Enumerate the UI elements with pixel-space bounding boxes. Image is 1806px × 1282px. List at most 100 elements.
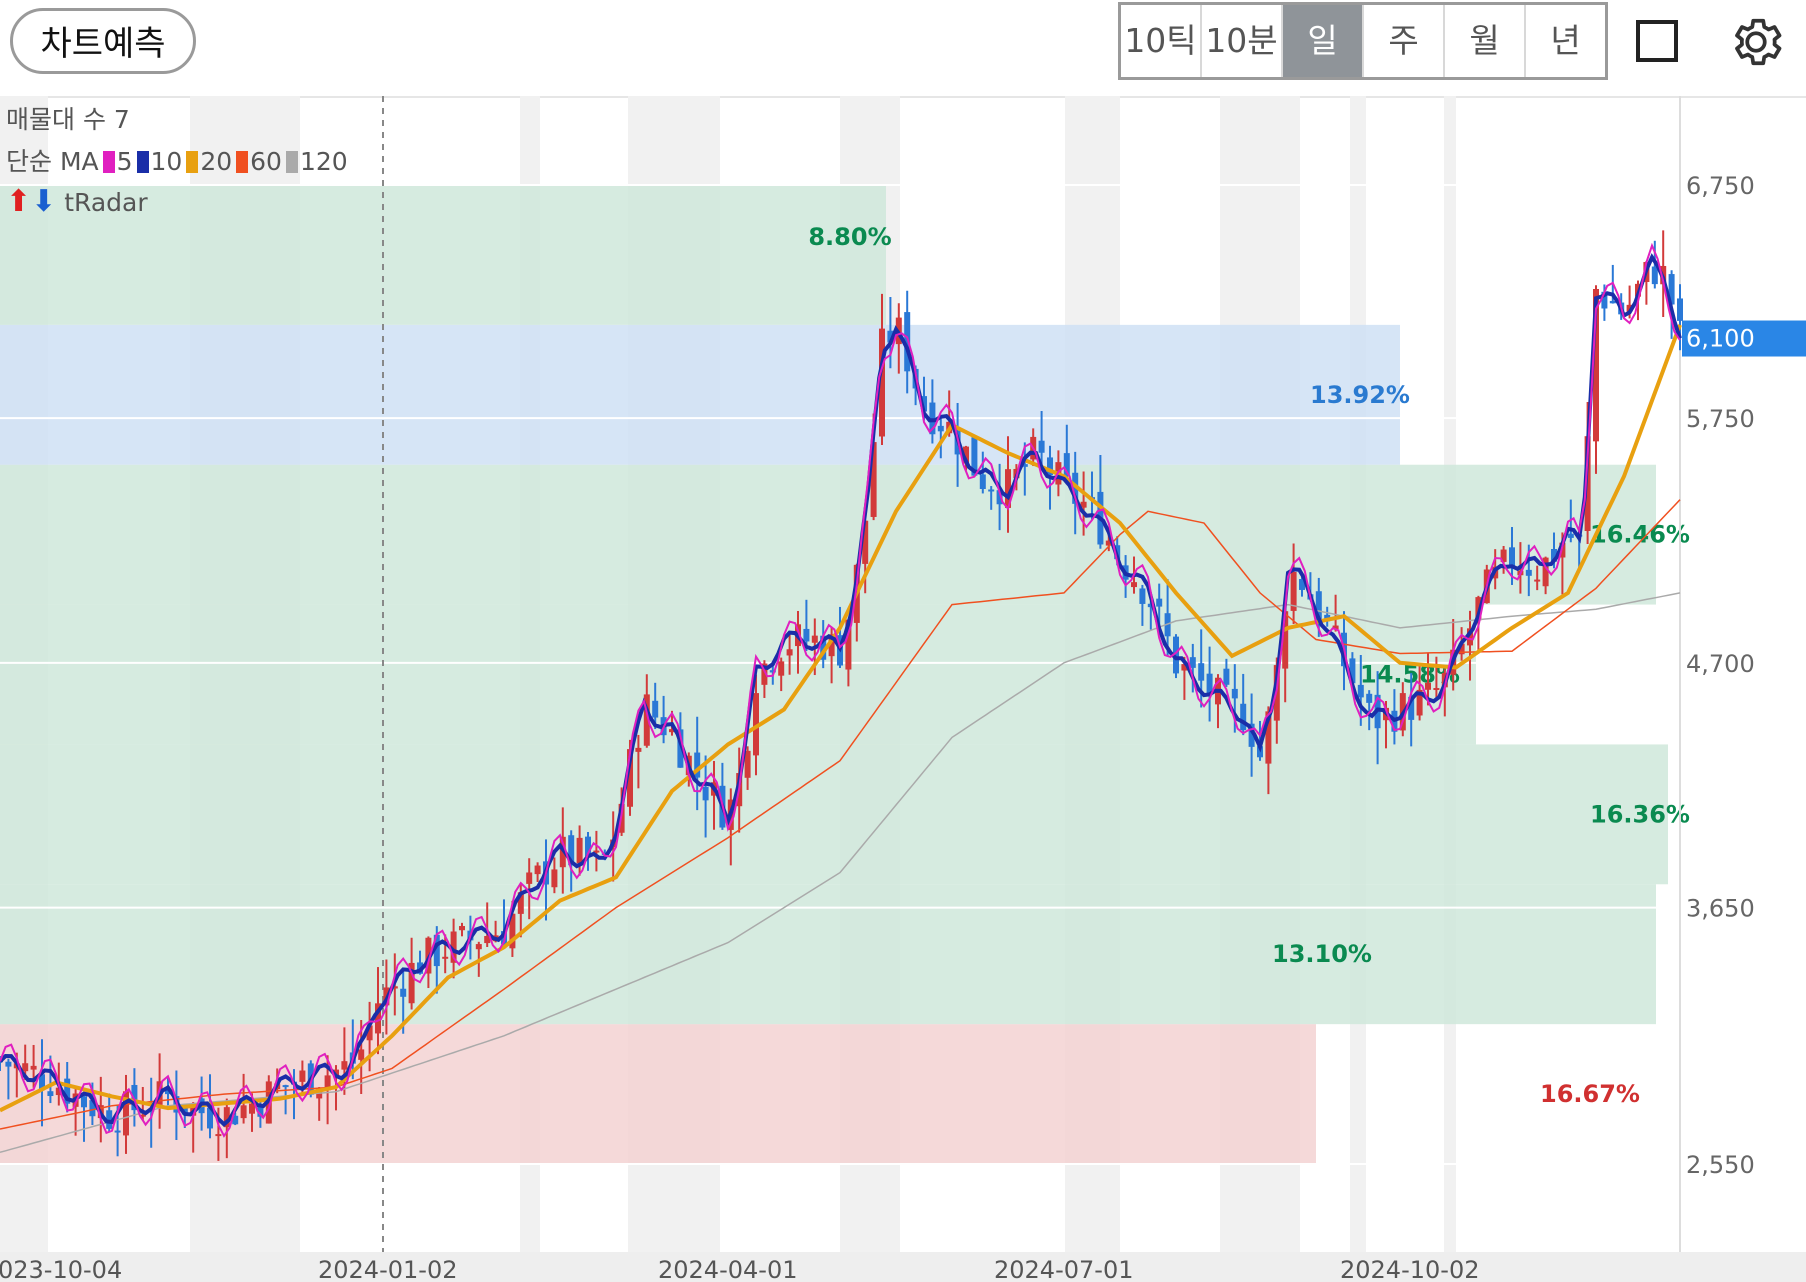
volume-band-1	[0, 884, 1656, 1025]
candle-body-33	[89, 1100, 96, 1117]
candle-body-486	[1357, 684, 1364, 698]
candle-body-81	[223, 1107, 230, 1128]
volume-profile-legend: 매물대 수 7	[6, 105, 130, 134]
ma60-swatch	[236, 151, 249, 173]
candle-body-522	[1458, 643, 1465, 655]
candle-body-117	[324, 1075, 331, 1091]
volume-band-label-6: 8.80%	[808, 223, 891, 251]
arrow-up-icon: ⬆	[6, 184, 32, 219]
candle-body-555	[1551, 549, 1557, 562]
candle-body-513	[1433, 688, 1440, 691]
candle-body-159	[442, 956, 449, 959]
candle-body-24	[64, 1078, 71, 1104]
candle-body-243	[677, 729, 684, 768]
candle-body-15	[39, 1074, 45, 1091]
y-tick-label-4: 6,750	[1686, 172, 1755, 200]
candle-body-432	[1206, 673, 1213, 696]
volume-band-label-5: 13.92%	[1310, 381, 1410, 409]
candle-body-174	[484, 936, 491, 944]
period-month[interactable]: 월	[1445, 5, 1526, 77]
candle-body-102	[282, 1085, 289, 1088]
candle-body-141	[391, 986, 398, 989]
candle-body-477	[1332, 625, 1339, 630]
candle-body-396	[1105, 540, 1112, 546]
candle-body-207	[576, 837, 583, 864]
candle-body-354	[988, 489, 995, 492]
chart-predict-button[interactable]: 차트예측	[10, 8, 196, 74]
candle-body-324	[904, 312, 911, 372]
candle-body-204	[568, 835, 575, 866]
candle-body-129	[358, 1049, 365, 1060]
candle-body-198	[551, 869, 558, 888]
candle-body-312	[870, 442, 877, 517]
candle-body-552	[1542, 557, 1549, 587]
candle-body-210	[585, 836, 591, 857]
candle-body-540	[1509, 547, 1515, 567]
candle-body-90	[249, 1103, 255, 1114]
period-10min[interactable]: 10분	[1202, 5, 1283, 77]
candle-body-318	[887, 330, 894, 343]
candle-body-186	[517, 892, 524, 914]
candle-body-489	[1366, 693, 1373, 703]
current-price-tag	[1682, 320, 1806, 357]
y-tick-label-1: 3,650	[1686, 895, 1755, 923]
candle-body-42	[114, 1130, 121, 1133]
candle-body-387	[1080, 501, 1087, 508]
candle-body-372	[1038, 440, 1045, 453]
ma5-line	[0, 242, 1681, 1138]
candle-body-459	[1282, 611, 1289, 669]
candle-body-267	[744, 750, 751, 778]
candle-body-51	[139, 1114, 146, 1117]
candle-body-45	[123, 1091, 129, 1136]
candle-body-582	[1626, 304, 1633, 312]
candle-body-93	[257, 1106, 264, 1117]
ma60-label: 60	[250, 147, 282, 176]
x-tick-label-0: 023-10-04	[0, 1256, 122, 1282]
candle-body-291	[811, 635, 818, 643]
candle-body-375	[1047, 457, 1053, 476]
candle-body-597	[1668, 274, 1675, 305]
candle-body-276	[769, 670, 776, 673]
candle-body-144	[400, 988, 407, 997]
candle-body-213	[593, 850, 600, 853]
ma5-label: 5	[116, 147, 133, 176]
candle-body-360	[1005, 469, 1011, 508]
y-tick-label-2: 4,700	[1686, 650, 1755, 678]
candle-body-591	[1651, 266, 1658, 285]
candle-body-576	[1609, 300, 1616, 304]
fullscreen-icon[interactable]	[1636, 20, 1678, 62]
candle-body-504	[1408, 696, 1415, 720]
candle-body-66	[181, 1104, 188, 1115]
candle-body-309	[862, 520, 869, 564]
x-tick-label-3: 2024-07-01	[994, 1256, 1133, 1282]
candle-body-414	[1156, 598, 1163, 607]
ma-legend: 단순 MA 5 10 20 60 120	[6, 142, 348, 178]
candle-body-438	[1223, 668, 1230, 685]
period-week[interactable]: 주	[1364, 5, 1445, 77]
ma20-label: 20	[200, 147, 233, 176]
candle-body-483	[1349, 658, 1356, 684]
period-selector: 10틱 10분 일 주 월 년	[1118, 2, 1608, 80]
candle-body-411	[1147, 603, 1154, 608]
price-chart[interactable]: 16.67%13.10%16.36%14.58%16.46%13.92%8.80…	[0, 96, 1806, 1282]
candle-body-12	[30, 1065, 37, 1070]
candle-body-462	[1290, 571, 1297, 611]
period-day[interactable]: 일	[1283, 5, 1364, 77]
candle-body-426	[1189, 657, 1196, 668]
period-year[interactable]: 년	[1550, 21, 1581, 60]
x-tick-label-4: 2024-10-02	[1340, 1256, 1479, 1282]
ma20-line	[0, 324, 1682, 1113]
candle-body-21	[55, 1087, 62, 1096]
gear-icon[interactable]	[1726, 12, 1786, 72]
candle-body-240	[669, 729, 675, 733]
period-10tick[interactable]: 10틱	[1121, 5, 1202, 77]
candle-body-171	[475, 944, 482, 950]
candle-body-228	[635, 747, 642, 752]
candle-body-156	[433, 934, 440, 967]
candle-body-351	[979, 474, 986, 490]
candle-body-315	[879, 328, 885, 437]
candle-body-408	[1139, 588, 1146, 604]
x-tick-label-2: 2024-04-01	[658, 1256, 797, 1282]
candle-body-282	[786, 649, 793, 656]
candle-body-405	[1131, 582, 1137, 588]
